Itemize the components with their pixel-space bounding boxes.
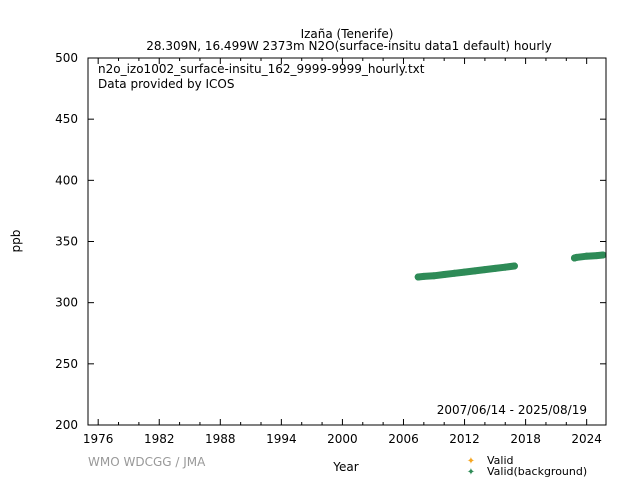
x-tick-label: 2024 xyxy=(571,432,602,446)
data-point xyxy=(501,263,509,271)
y-tick-label: 350 xyxy=(55,235,78,249)
x-tick-label: 2018 xyxy=(510,432,541,446)
x-tick-label: 2012 xyxy=(449,432,480,446)
y-tick-label: 500 xyxy=(55,51,78,65)
x-tick-label: 1982 xyxy=(144,432,175,446)
legend-label-background: Valid(background) xyxy=(487,465,587,478)
x-axis-label: Year xyxy=(332,460,358,474)
x-tick-label: 2006 xyxy=(388,432,419,446)
legend-label-valid: Valid xyxy=(487,454,514,467)
data-points xyxy=(414,251,607,281)
plot-frame xyxy=(87,57,607,426)
data-point xyxy=(420,272,428,280)
y-tick-label: 250 xyxy=(55,357,78,371)
x-tick-label: 2000 xyxy=(327,432,358,446)
data-point xyxy=(572,253,580,261)
y-axis-label: ppb xyxy=(9,230,23,253)
credit: WMO WDCGG / JMA xyxy=(88,455,206,469)
data-point xyxy=(599,251,607,259)
date-range: 2007/06/14 - 2025/08/19 xyxy=(437,403,587,417)
chart-subtitle: 28.309N, 16.499W 2373m N2O(surface-insit… xyxy=(146,39,552,53)
data-point xyxy=(414,273,422,281)
data-point xyxy=(491,264,499,272)
data-point xyxy=(440,271,448,279)
provider-annotation: Data provided by ICOS xyxy=(98,77,234,91)
data-point xyxy=(450,269,458,277)
x-tick-label: 1988 xyxy=(205,432,236,446)
data-point xyxy=(510,262,518,270)
data-point xyxy=(583,252,591,260)
chart-title: Izaña (Tenerife) xyxy=(301,27,394,41)
x-tick-label: 1994 xyxy=(266,432,297,446)
file-annotation: n2o_izo1002_surface-insitu_162_9999-9999… xyxy=(98,62,425,76)
legend-marker-valid: ✦ xyxy=(467,456,475,467)
y-tick-label: 300 xyxy=(55,296,78,310)
y-tick-label: 400 xyxy=(55,173,78,187)
legend-marker-background: ✦ xyxy=(467,467,475,478)
y-tick-label: 450 xyxy=(55,112,78,126)
legend: ✦ Valid ✦ Valid(background) xyxy=(467,454,587,478)
data-point xyxy=(430,272,438,280)
x-tick-label: 1976 xyxy=(83,432,114,446)
data-point xyxy=(461,268,469,276)
data-point xyxy=(481,266,489,274)
y-tick-label: 200 xyxy=(55,418,78,432)
axis-ticks: 1976 1982 1988 1994 2000 2006 2012 2018 2024 200 2… xyxy=(55,51,606,446)
data-point xyxy=(593,252,601,260)
data-point xyxy=(471,267,479,275)
